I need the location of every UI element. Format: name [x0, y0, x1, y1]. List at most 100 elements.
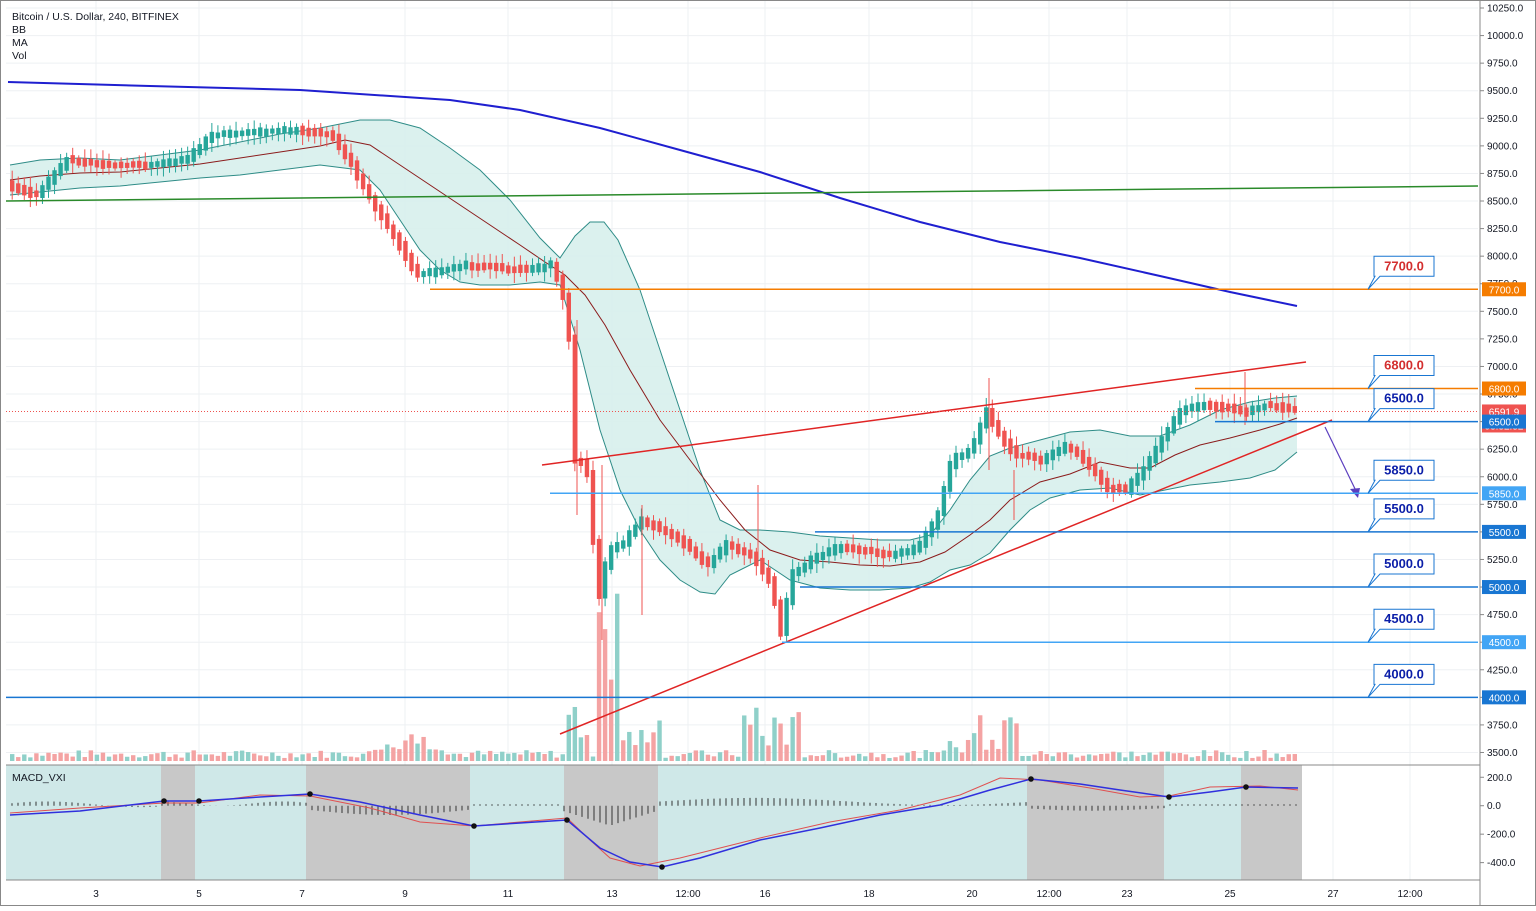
legend-indicator-vol[interactable]: Vol: [12, 50, 27, 62]
volume-bar: [1195, 756, 1201, 761]
badge-4000: 4000.0: [1489, 693, 1520, 704]
volume-bar: [1159, 751, 1164, 761]
volume-bar: [1086, 754, 1092, 761]
volume-bar: [185, 752, 190, 761]
macd-shade-region: [306, 765, 470, 880]
price-tick-label: 9000.0: [1487, 141, 1518, 152]
volume-bar: [935, 752, 941, 761]
candle-body: [929, 521, 934, 538]
candle-body: [366, 184, 372, 200]
candle-body: [76, 157, 81, 166]
volume-bar: [40, 755, 45, 761]
price-tick-label: 4750.0: [1487, 610, 1518, 621]
volume-bar: [627, 731, 632, 761]
time-axis: 3 5 7 9 11 13 12:00 16 18 20 12:00 23 25 27 12:00: [93, 889, 1423, 900]
legend-indicator-bb[interactable]: BB: [12, 24, 27, 36]
volume-bar: [1020, 755, 1025, 761]
candle-body: [959, 452, 965, 460]
volume-bar: [282, 757, 287, 761]
volume-bar: [1129, 751, 1134, 761]
candle-body: [324, 131, 329, 138]
candle-body: [409, 252, 414, 272]
candle-body: [990, 407, 995, 427]
bb-fill: [10, 120, 1297, 594]
volume-bar: [143, 756, 148, 761]
price-tick-label: 7000.0: [1487, 362, 1518, 373]
volume-bar: [905, 752, 910, 761]
candle-body: [22, 184, 27, 196]
candle-body: [403, 240, 408, 261]
candle-body: [844, 543, 850, 553]
time-tick-label: 3: [93, 889, 99, 900]
volume-bar: [941, 750, 947, 761]
candle-body: [723, 540, 729, 556]
volume-bar: [1238, 757, 1243, 761]
candle-body: [820, 551, 826, 561]
candle-body: [1268, 401, 1273, 409]
macd-pane-label[interactable]: MACD_VXI: [12, 772, 66, 784]
volume-bar: [512, 752, 517, 761]
volume-bar: [984, 749, 989, 761]
volume-bar: [137, 757, 142, 761]
volume-bar: [990, 739, 995, 761]
volume-bar: [10, 754, 15, 761]
volume-bar: [705, 754, 711, 761]
price-tick-label: 6250.0: [1487, 445, 1518, 456]
badge-4000-bg: [1482, 690, 1526, 705]
volume-bar: [22, 754, 27, 761]
candle-body: [899, 548, 904, 557]
candle-body: [221, 130, 227, 137]
volume-bar: [675, 756, 680, 761]
candle-body: [542, 263, 547, 273]
volume-bar: [379, 749, 384, 761]
candle-body: [651, 520, 656, 531]
callout-label-5500: 5500.0: [1384, 501, 1424, 516]
volume-bar: [191, 750, 196, 761]
candle-body: [1050, 449, 1055, 461]
volume-bar: [717, 752, 723, 761]
volume-bar: [772, 717, 777, 761]
candle-body: [566, 292, 571, 342]
volume-bar: [639, 730, 644, 761]
candle-body: [863, 547, 868, 555]
volume-bar: [1123, 757, 1128, 761]
volume-bar: [342, 756, 348, 761]
volume-bar: [58, 752, 63, 761]
macd-shade-region: [1027, 765, 1164, 880]
candle-body: [893, 550, 898, 559]
volume-bar: [923, 750, 928, 761]
legend-indicator-ma[interactable]: MA: [12, 37, 28, 49]
volume-bar: [16, 757, 21, 761]
candle-body: [633, 524, 638, 537]
volume-bar: [94, 754, 100, 761]
time-tick-label: 18: [863, 889, 875, 900]
candle-body: [379, 204, 384, 221]
volume-bar: [723, 750, 729, 761]
badge-5850-bg: [1482, 486, 1526, 501]
callout-label-5850: 5850.0: [1384, 462, 1424, 477]
candle-body: [1220, 401, 1225, 413]
candle-body: [1068, 443, 1074, 453]
candle-body: [336, 133, 342, 151]
volume-bar: [64, 753, 69, 761]
macd-tick-label: -400.0: [1487, 858, 1516, 869]
volume-bar: [264, 756, 269, 761]
candle-body: [1129, 478, 1134, 495]
candle-body: [131, 161, 136, 168]
candle-body: [354, 160, 360, 181]
badge-6800-bg: [1482, 381, 1526, 396]
volume-bar: [415, 743, 420, 761]
candle-body: [784, 597, 789, 636]
volume-bar: [427, 749, 432, 761]
macd-tick-label: 0.0: [1487, 801, 1501, 812]
candle-body: [1153, 445, 1158, 464]
volume-bar: [451, 753, 457, 761]
volume-bar: [1050, 756, 1055, 761]
volume-bar: [572, 706, 578, 761]
volume-bar: [669, 755, 674, 761]
volume-bar: [288, 753, 293, 761]
volume-bar: [106, 756, 112, 761]
candle-body: [88, 158, 94, 166]
